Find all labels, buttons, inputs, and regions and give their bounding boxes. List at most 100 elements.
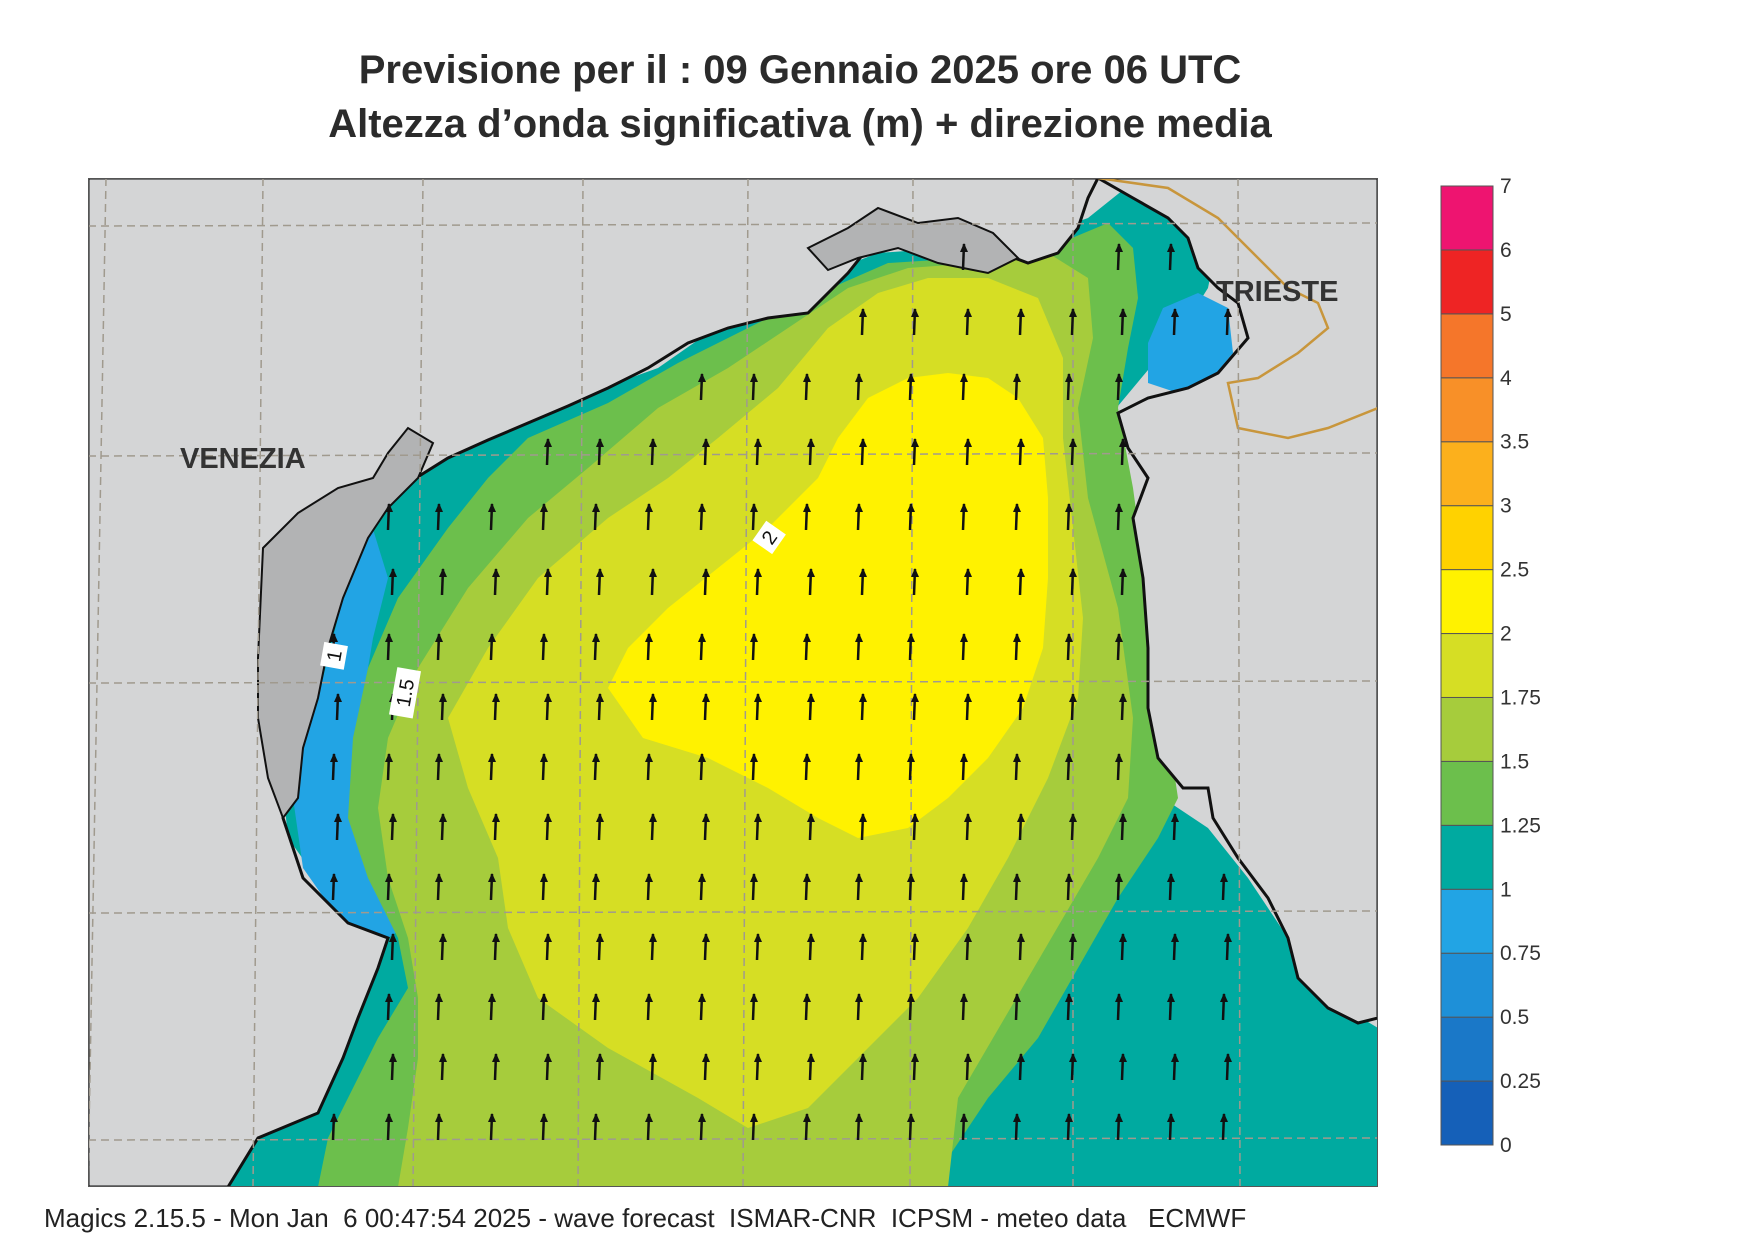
wave-arrow xyxy=(960,633,968,661)
wave-arrow xyxy=(754,693,762,721)
legend-swatch-3 xyxy=(1440,888,1494,954)
wave-arrow xyxy=(960,873,968,901)
wave-arrow xyxy=(488,633,496,661)
wave-arrow xyxy=(1115,633,1123,661)
wave-arrow xyxy=(330,753,338,781)
wave-arrow xyxy=(649,1053,657,1081)
wave-arrow xyxy=(1115,753,1123,781)
wave-arrow xyxy=(855,373,863,401)
wave-arrow xyxy=(592,633,600,661)
wave-arrow xyxy=(855,753,863,781)
wave-arrow xyxy=(649,568,657,596)
wave-arrow xyxy=(540,633,548,661)
wave-arrow xyxy=(1119,308,1127,336)
legend-swatch-11 xyxy=(1440,377,1494,443)
wave-arrow xyxy=(1167,873,1175,901)
wave-arrow xyxy=(492,813,500,841)
wave-arrow xyxy=(544,693,552,721)
wave-arrow xyxy=(645,633,653,661)
wave-arrow xyxy=(698,633,706,661)
wave-arrow xyxy=(855,873,863,901)
wave-arrow xyxy=(750,873,758,901)
wave-arrow xyxy=(492,693,500,721)
wave-arrow xyxy=(492,1053,500,1081)
wave-arrow xyxy=(1171,308,1179,336)
sea-band-2-2.5 xyxy=(608,373,1048,838)
wave-arrow xyxy=(649,693,657,721)
wave-arrow xyxy=(488,873,496,901)
wave-arrow xyxy=(855,633,863,661)
wave-arrow xyxy=(389,813,397,841)
wave-arrow xyxy=(859,1053,867,1081)
wave-arrow xyxy=(960,243,968,271)
wave-arrow xyxy=(385,993,393,1021)
wave-arrow xyxy=(698,873,706,901)
wave-arrow xyxy=(807,693,815,721)
legend-label-0.25: 0.25 xyxy=(1500,1070,1541,1093)
wave-arrow xyxy=(439,933,447,961)
contour-label-1.5: 1.5 xyxy=(389,667,422,719)
wave-arrow xyxy=(1224,933,1232,961)
wave-arrow xyxy=(1013,373,1021,401)
wave-arrow xyxy=(488,993,496,1021)
wave-arrow xyxy=(754,438,762,466)
wave-arrow xyxy=(330,873,338,901)
wave-arrow xyxy=(596,1053,604,1081)
wave-arrow xyxy=(1017,308,1025,336)
wave-arrow xyxy=(702,1053,710,1081)
wave-arrow xyxy=(964,693,972,721)
wave-arrow xyxy=(1115,873,1123,901)
wave-arrow xyxy=(754,568,762,596)
legend-swatch-6 xyxy=(1440,696,1494,762)
wave-arrow xyxy=(960,503,968,531)
legend-label-0: 0 xyxy=(1500,1134,1512,1157)
wave-arrow xyxy=(596,813,604,841)
wave-arrow xyxy=(1013,503,1021,531)
wave-arrow xyxy=(803,633,811,661)
wave-arrow xyxy=(1224,1053,1232,1081)
wave-arrow xyxy=(488,753,496,781)
sea-band-0.75-1-trieste xyxy=(1148,293,1233,393)
wave-arrow xyxy=(645,753,653,781)
wave-arrow xyxy=(855,993,863,1021)
legend-swatch-0 xyxy=(1440,1080,1494,1146)
wave-arrow xyxy=(803,1113,811,1141)
wave-arrow xyxy=(488,503,496,531)
wave-arrow xyxy=(645,503,653,531)
wave-arrow xyxy=(435,993,443,1021)
wave-arrow xyxy=(1119,693,1127,721)
wave-arrow xyxy=(1017,933,1025,961)
wave-arrow xyxy=(1115,373,1123,401)
wave-arrow xyxy=(1115,993,1123,1021)
wave-arrow xyxy=(907,503,915,531)
wave-arrow xyxy=(911,813,919,841)
legend-swatch-14 xyxy=(1440,185,1494,251)
wave-arrow xyxy=(385,633,393,661)
wave-arrow xyxy=(960,1113,968,1141)
wave-arrow xyxy=(385,1113,393,1141)
wave-arrow xyxy=(750,753,758,781)
wave-arrow xyxy=(592,1113,600,1141)
wave-arrow xyxy=(385,873,393,901)
legend-swatch-5 xyxy=(1440,760,1494,826)
wave-arrow xyxy=(807,568,815,596)
wave-arrow xyxy=(754,813,762,841)
wave-arrow xyxy=(544,438,552,466)
wave-arrow xyxy=(907,993,915,1021)
wave-arrow xyxy=(592,503,600,531)
wave-arrow xyxy=(592,753,600,781)
contour-label-2: 2 xyxy=(752,520,786,555)
wave-arrow xyxy=(750,373,758,401)
wave-arrow xyxy=(596,438,604,466)
wave-arrow xyxy=(488,1113,496,1141)
wave-arrow xyxy=(389,568,397,596)
legend-swatch-8 xyxy=(1440,569,1494,635)
wave-direction-arrows xyxy=(330,243,1232,1141)
wave-arrow xyxy=(803,503,811,531)
legend-label-2: 2 xyxy=(1500,623,1512,646)
wave-arrow xyxy=(1119,568,1127,596)
wave-arrow xyxy=(960,753,968,781)
wave-arrow xyxy=(702,568,710,596)
legend-label-7: 7 xyxy=(1500,178,1512,198)
footer-credits: Magics 2.15.5 - Mon Jan 6 00:47:54 2025 … xyxy=(44,1203,1247,1233)
